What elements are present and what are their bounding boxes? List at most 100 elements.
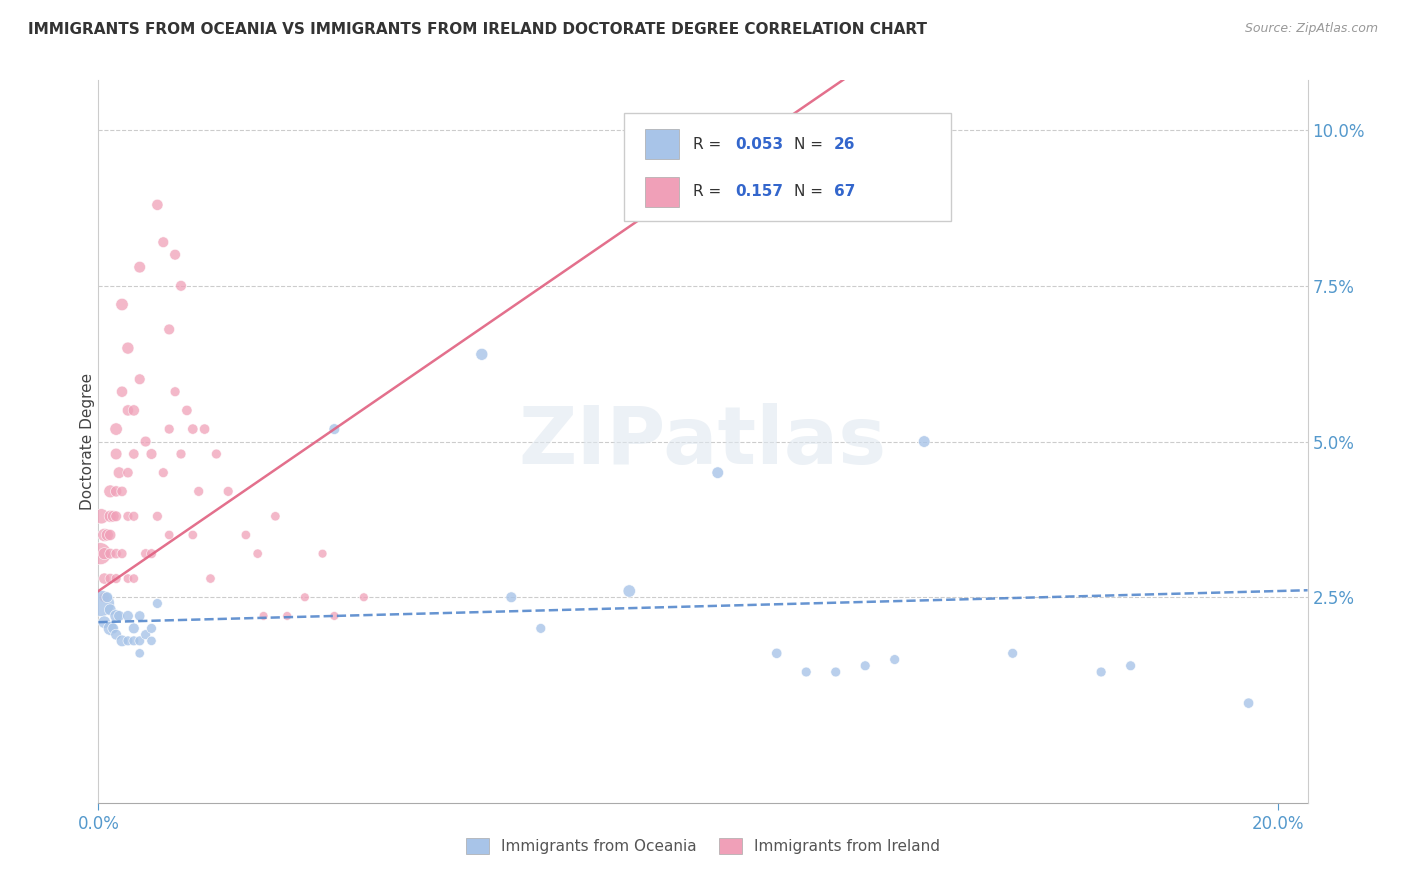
Point [105,572,128,586]
Point [353,591,375,605]
Point [98,509,121,524]
Point [146,198,169,212]
Point [794,665,817,679]
Point [117,633,139,648]
Point [824,665,846,679]
Point [1119,658,1142,673]
Point [93,591,115,605]
Text: 0.053: 0.053 [735,137,783,153]
Point [122,509,145,524]
Point [98,528,121,542]
Point [181,528,204,542]
Point [93,615,115,630]
Point [108,466,131,480]
Bar [645,178,679,208]
Point [141,447,163,461]
Point [108,609,131,624]
Point [101,621,124,635]
Point [117,572,139,586]
Point [128,633,150,648]
Point [111,384,134,399]
Point [1001,646,1024,660]
Point [105,447,128,461]
Point [276,609,298,624]
Point [246,547,269,561]
Point [93,547,115,561]
Point [323,609,346,624]
Point [89,547,111,561]
Point [157,322,180,336]
Point [765,646,787,660]
Point [152,235,174,250]
Text: N =: N = [793,184,828,199]
Point [90,597,112,611]
Point [98,484,121,499]
Point [90,509,112,524]
Point [294,591,316,605]
Point [122,447,145,461]
Point [105,422,128,436]
Point [93,528,115,542]
Point [111,484,134,499]
Point [146,597,169,611]
Point [105,547,128,561]
Y-axis label: Doctorate Degree: Doctorate Degree [80,373,94,510]
Point [117,609,139,624]
Point [98,547,121,561]
Point [128,372,150,386]
Point [217,484,239,499]
Point [128,609,150,624]
Point [111,633,134,648]
Point [122,403,145,417]
Point [706,466,728,480]
Point [157,422,180,436]
Text: IMMIGRANTS FROM OCEANIA VS IMMIGRANTS FROM IRELAND DOCTORATE DEGREE CORRELATION : IMMIGRANTS FROM OCEANIA VS IMMIGRANTS FR… [28,22,927,37]
Point [853,658,876,673]
Point [501,591,523,605]
Point [1237,696,1260,710]
Point [200,572,222,586]
Point [117,509,139,524]
Point [883,652,905,666]
Point [152,466,174,480]
Point [252,609,274,624]
Point [122,621,145,635]
Point [117,466,139,480]
Point [235,528,257,542]
Point [117,403,139,417]
Point [128,646,150,660]
Point [170,278,193,293]
Bar [645,128,679,159]
Point [105,609,128,624]
Point [135,627,157,641]
Point [311,547,333,561]
Point [105,627,128,641]
FancyBboxPatch shape [624,112,950,221]
Point [176,403,198,417]
Text: R =: R = [693,184,731,199]
Point [122,572,145,586]
Point [194,422,217,436]
Point [165,384,187,399]
Point [98,603,121,617]
Legend: Immigrants from Oceania, Immigrants from Ireland: Immigrants from Oceania, Immigrants from… [460,832,946,860]
Point [128,260,150,274]
Point [264,509,287,524]
Point [323,422,346,436]
Point [122,633,145,648]
Point [93,572,115,586]
Point [912,434,935,449]
Point [111,297,134,311]
Text: ZIPatlas: ZIPatlas [519,402,887,481]
Point [1090,665,1112,679]
Point [619,584,641,599]
Point [98,621,121,635]
Point [135,547,157,561]
Text: 26: 26 [834,137,855,153]
Text: Source: ZipAtlas.com: Source: ZipAtlas.com [1244,22,1378,36]
Point [165,248,187,262]
Point [141,547,163,561]
Point [205,447,228,461]
Point [96,528,118,542]
Point [141,633,163,648]
